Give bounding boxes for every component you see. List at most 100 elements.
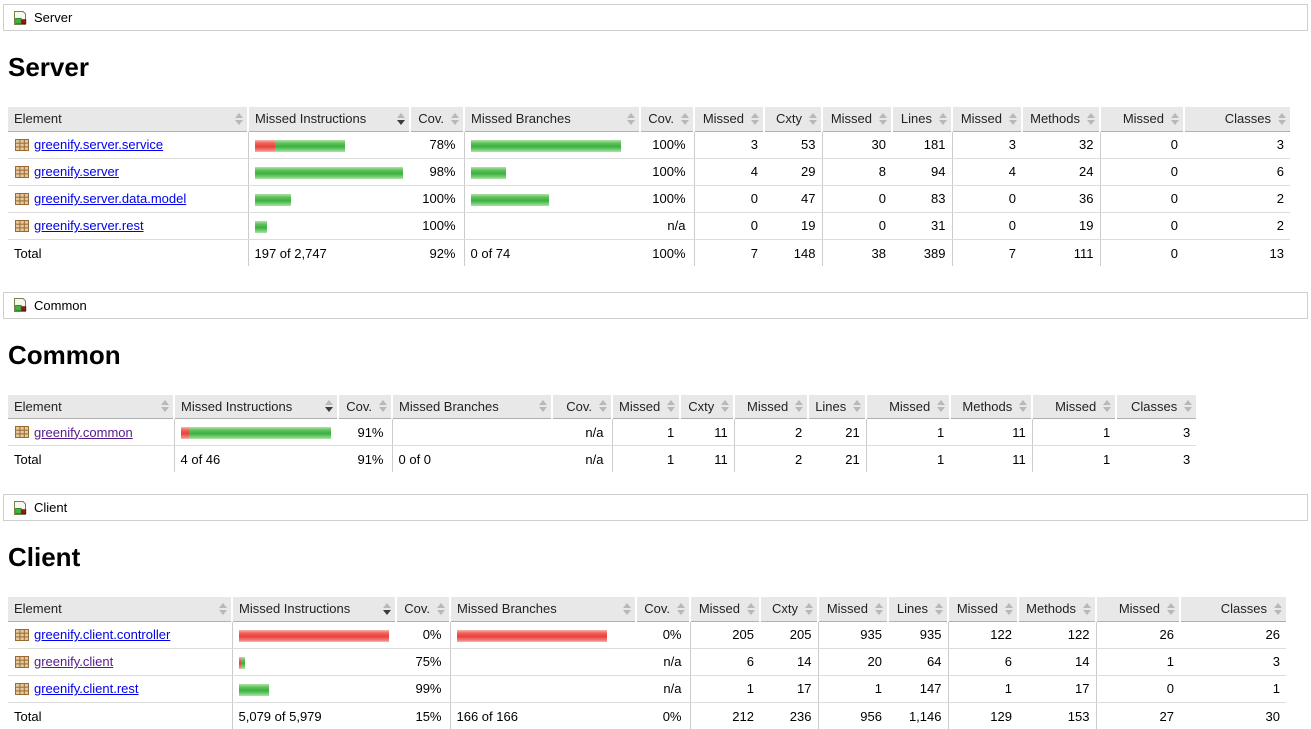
column-header-missed[interactable]: Missed: [689, 597, 760, 622]
column-header-missed-branches[interactable]: Missed Branches: [391, 394, 552, 419]
sort-arrows-icon: [795, 400, 804, 413]
coverage-bar: [456, 629, 607, 642]
total-branches-cell: 166 of 166: [449, 701, 636, 729]
total-branches-cell: 0 of 74: [463, 238, 640, 266]
breadcrumb-label[interactable]: Common: [34, 297, 87, 313]
column-header-missed[interactable]: Missed: [733, 394, 809, 419]
column-header-missed[interactable]: Missed: [1099, 107, 1184, 132]
total-branch-coverage-cell: n/a: [552, 445, 612, 472]
column-header-classes[interactable]: Classes: [1183, 107, 1290, 132]
column-header-cxty[interactable]: Cxty: [759, 597, 818, 622]
total-instruction-coverage-cell: 15%: [396, 701, 450, 729]
metric-cell: 64: [888, 648, 948, 676]
column-header-missed[interactable]: Missed: [693, 107, 764, 132]
breadcrumb-label[interactable]: Client: [34, 500, 68, 515]
coverage-bar: [238, 656, 245, 669]
section-client: Client Client Element Missed Instructions…: [0, 494, 1311, 729]
column-header-missed[interactable]: Missed: [610, 394, 681, 419]
sort-arrows-icon: [751, 112, 759, 125]
element-cell: greenify.common: [8, 418, 174, 446]
package-link[interactable]: greenify.client.rest: [34, 681, 139, 696]
header-row: Element Missed Instructions Cov. Missed Bra…: [8, 394, 1197, 419]
instruction-coverage-cell: 0%: [396, 621, 450, 649]
column-header-element[interactable]: Element: [8, 597, 232, 622]
column-header-cxty[interactable]: Cxty: [763, 107, 822, 132]
package-icon: [14, 627, 30, 643]
package-link[interactable]: greenify.client: [34, 654, 114, 669]
column-header-lines[interactable]: Lines: [887, 597, 948, 622]
column-label: Missed: [1122, 111, 1164, 127]
total-branches-cell: 0 of 0: [391, 445, 552, 472]
package-icon: [14, 424, 30, 440]
metric-cell: 0: [1099, 212, 1184, 240]
metric-cell: 1: [865, 418, 951, 446]
total-instruction-coverage-cell: 92%: [410, 238, 464, 266]
column-header-element[interactable]: Element: [8, 394, 174, 419]
column-header-missed[interactable]: Missed: [1031, 394, 1117, 419]
column-header-missed-instructions[interactable]: Missed Instructions: [231, 597, 396, 622]
metric-cell: 30: [821, 131, 892, 159]
column-header-missed[interactable]: Missed: [951, 107, 1022, 132]
column-header-cov[interactable]: Cov.: [635, 597, 690, 622]
column-header-missed-instructions[interactable]: Missed Instructions: [247, 107, 410, 132]
sort-arrows-icon: [1083, 602, 1091, 615]
total-branch-coverage-cell: 100%: [640, 238, 694, 266]
column-header-classes[interactable]: Classes: [1179, 597, 1286, 622]
package-link[interactable]: greenify.common: [34, 424, 133, 440]
column-header-missed-branches[interactable]: Missed Branches: [449, 597, 636, 622]
column-header-missed-branches[interactable]: Missed Branches: [463, 107, 640, 132]
missed-instructions-bar-cell: [231, 675, 396, 703]
column-label: Cov.: [404, 601, 430, 617]
metric-cell: 0: [1099, 131, 1184, 159]
column-header-lines[interactable]: Lines: [807, 394, 867, 419]
column-header-methods[interactable]: Methods: [1021, 107, 1100, 132]
package-row: greenify.client.rest 99% n/a 1 17 1 147 1 17 0 1: [8, 675, 1286, 703]
column-label: Cov.: [566, 398, 592, 414]
element-cell: greenify.server.service: [8, 131, 248, 159]
column-label: Cxty: [776, 111, 802, 127]
package-link[interactable]: greenify.client.controller: [34, 627, 171, 642]
metric-cell: 6: [689, 648, 760, 676]
instruction-coverage-cell: 91%: [338, 418, 392, 446]
column-label: Classes: [1220, 601, 1267, 617]
column-label: Missed: [889, 398, 931, 414]
total-metric-cell: 3: [1116, 445, 1197, 472]
coverage-table: Element Missed Instructions Cov. Missed Bra…: [8, 107, 1290, 266]
metric-cell: 21: [808, 418, 867, 446]
metric-cell: 0: [951, 212, 1022, 240]
column-header-element[interactable]: Element: [8, 107, 248, 132]
column-header-missed[interactable]: Missed: [817, 597, 888, 622]
metric-cell: 205: [760, 621, 818, 649]
column-header-cov[interactable]: Cov.: [395, 597, 450, 622]
bar-green-segment: [470, 166, 506, 179]
column-header-cov[interactable]: Cov.: [551, 394, 612, 419]
bar-green-segment: [254, 166, 403, 179]
column-header-methods[interactable]: Methods: [1017, 597, 1096, 622]
metric-cell: 26: [1095, 621, 1180, 649]
metric-cell: 0: [1099, 185, 1184, 213]
column-header-cov[interactable]: Cov.: [639, 107, 694, 132]
column-header-missed[interactable]: Missed: [865, 394, 951, 419]
missed-branches-bar-cell: [449, 648, 636, 676]
column-header-missed-instructions[interactable]: Missed Instructions: [173, 394, 338, 419]
column-header-cov[interactable]: Cov.: [409, 107, 464, 132]
package-link[interactable]: greenify.server: [34, 164, 120, 179]
total-metric-cell: 11: [680, 445, 735, 472]
breadcrumb-label[interactable]: Server: [34, 10, 73, 25]
column-header-lines[interactable]: Lines: [891, 107, 952, 132]
column-header-missed[interactable]: Missed: [947, 597, 1018, 622]
sort-arrows-icon: [667, 400, 676, 413]
metric-cell: 1: [611, 418, 681, 446]
package-link[interactable]: greenify.server.data.model: [34, 191, 187, 206]
column-header-methods[interactable]: Methods: [949, 394, 1033, 419]
column-header-cov[interactable]: Cov.: [337, 394, 392, 419]
column-header-classes[interactable]: Classes: [1115, 394, 1197, 419]
package-link[interactable]: greenify.server.rest: [34, 218, 144, 233]
column-header-missed[interactable]: Missed: [821, 107, 892, 132]
metric-cell: 1: [1180, 675, 1286, 703]
column-header-missed[interactable]: Missed: [1095, 597, 1180, 622]
metric-cell: 3: [693, 131, 764, 159]
column-header-cxty[interactable]: Cxty: [679, 394, 735, 419]
package-link[interactable]: greenify.server.service: [34, 137, 164, 152]
package-row: greenify.common 91% n/a 1 11 2 21 1 11 1 3: [8, 418, 1197, 446]
